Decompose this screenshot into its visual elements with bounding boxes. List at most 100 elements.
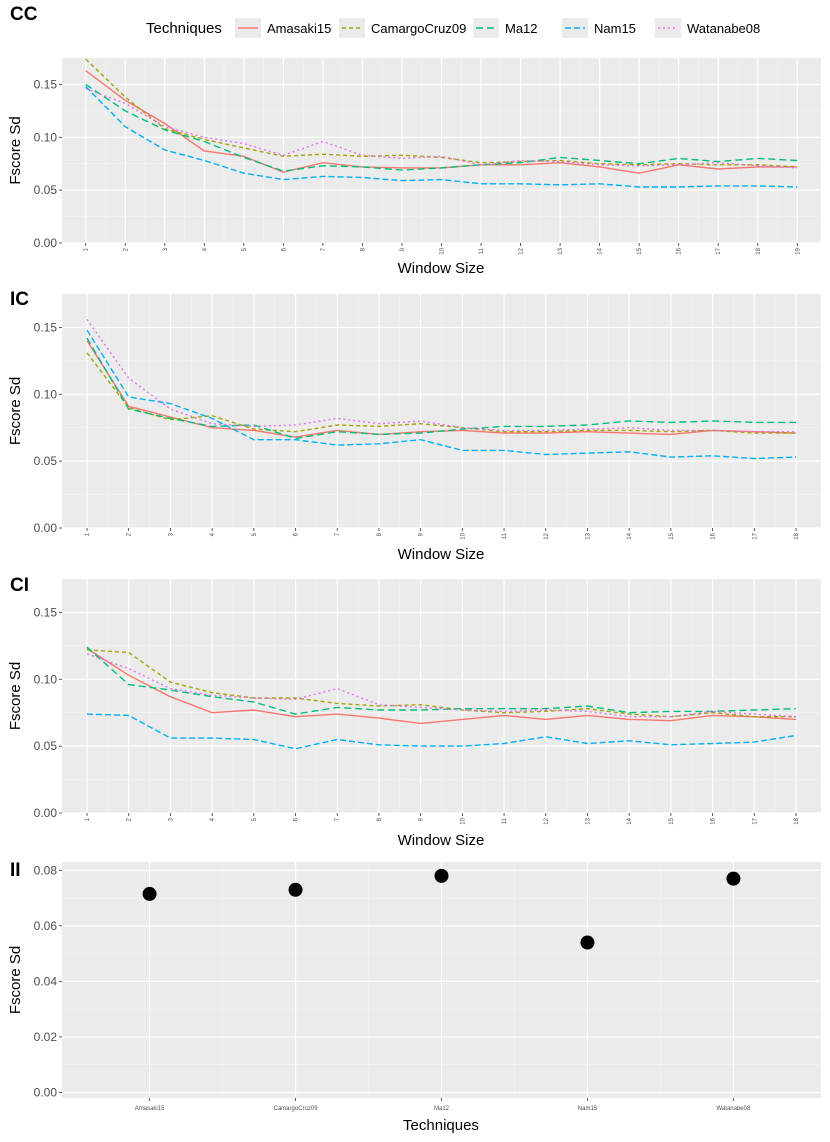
- point-ma12: [434, 868, 449, 883]
- x-tick-label: 3: [163, 247, 169, 251]
- x-tick-label: 4: [210, 532, 216, 536]
- y-tick-label: 0.10: [34, 387, 58, 401]
- legend-item-nam15: Nam15: [562, 18, 636, 38]
- x-tick-label: 12: [544, 532, 550, 539]
- legend-item-camargocruz09: CamargoCruz09: [339, 18, 466, 38]
- series-line-nam15: [86, 329, 797, 460]
- point-amasaki15: [142, 886, 157, 901]
- legend-title: Techniques: [146, 20, 222, 37]
- x-tick-label: 13: [585, 817, 591, 824]
- x-tick-label: Amasaki15: [135, 1106, 165, 1112]
- x-tick-label: 16: [711, 817, 717, 824]
- x-tick-label: 2: [123, 247, 129, 251]
- legend-item-ma12: Ma12: [473, 18, 538, 38]
- panel-cc: 0.000.050.100.151 2 3 4 5 6 7 8 9 10 11 12 13 14 15 16 1…: [7, 4, 821, 277]
- y-tick-label: 0.15: [34, 77, 58, 91]
- x-tick-label: 8: [377, 817, 383, 821]
- x-tick-label: 1: [85, 817, 91, 821]
- x-tick-label: 17: [716, 247, 722, 254]
- series-line-watanabe08: [86, 318, 796, 433]
- x-tick-label: 8: [360, 247, 366, 251]
- x-tick-label: 1: [85, 532, 91, 536]
- x-tick-label: 8: [377, 532, 383, 536]
- legend-label: Amasaki15: [267, 21, 331, 36]
- x-tick-label: 1: [84, 247, 90, 251]
- x-tick-label: 7: [335, 817, 341, 821]
- y-tick-label: 0.00: [34, 806, 58, 820]
- x-tick-label: 6: [294, 817, 300, 821]
- series-line-ma12: [86, 646, 797, 715]
- x-tick-label: 7: [335, 532, 341, 536]
- x-tick-label: 4: [202, 247, 208, 251]
- y-tick-label: 0.15: [34, 605, 58, 619]
- panel-ii: 0.00 0.02 0.04 0.06 0.08 Amasaki15 CamargoCruz…: [7, 860, 821, 1134]
- x-tick-label: CamargoCruz09: [274, 1106, 319, 1112]
- panel-label: CI: [10, 575, 29, 596]
- series-line-ma12: [85, 83, 798, 172]
- x-tick-label: 14: [627, 817, 633, 824]
- series-line-watanabe08: [86, 653, 797, 718]
- x-tick-label: 5: [252, 817, 258, 821]
- series-line-watanabe08: [85, 88, 798, 169]
- x-tick-label: 12: [544, 817, 550, 824]
- y-tick-label: 0.06: [34, 919, 58, 933]
- x-tick-label: 16: [677, 247, 683, 254]
- panel-label: IC: [10, 289, 29, 310]
- x-tick-label: Watanabe08: [717, 1106, 751, 1112]
- series-line-ma12: [86, 337, 796, 440]
- x-tick-label: 10: [460, 817, 466, 824]
- x-tick-label: 17: [752, 817, 758, 824]
- y-tick-label: 0.10: [34, 130, 58, 144]
- x-tick-label: Ma12: [434, 1106, 450, 1112]
- x-tick-label: 13: [558, 247, 564, 254]
- x-tick-label: 15: [637, 247, 643, 254]
- series-line-camargocruz09: [86, 649, 796, 718]
- legend-label: Watanabe08: [687, 21, 760, 36]
- x-tick-label: 2: [127, 532, 133, 536]
- panel-label: CC: [10, 4, 38, 25]
- x-tick-label: 15: [669, 817, 675, 824]
- x-tick-label: 9: [419, 817, 425, 821]
- x-tick-label: 13: [585, 532, 591, 539]
- y-axis-title: Fscore Sd: [7, 377, 24, 445]
- point-camargocruz09: [288, 882, 303, 897]
- panel-ic: 0.000.050.100.151 2 3 4 5 6 7 8 9 10 11 12 13 14 15 16 1…: [7, 289, 821, 563]
- x-tick-label: 18: [794, 817, 800, 824]
- x-tick-label: 14: [627, 532, 633, 539]
- x-tick-label: 9: [400, 247, 406, 251]
- point-watanabe08: [726, 871, 741, 886]
- y-tick-label: 0.05: [34, 739, 58, 753]
- x-tick-label: 3: [168, 817, 174, 821]
- y-tick-label: 0.05: [34, 183, 58, 197]
- legend-item-amasaki15: Amasaki15: [235, 18, 331, 38]
- series-line-nam15: [85, 86, 798, 188]
- x-tick-label: 5: [252, 532, 258, 536]
- y-tick-label: 0.00: [34, 521, 58, 535]
- panel-label: II: [10, 860, 21, 881]
- x-tick-label: 19: [795, 247, 801, 254]
- y-axis-title: Fscore Sd: [7, 116, 24, 184]
- x-axis-title: Window Size: [398, 260, 485, 277]
- x-tick-label: 15: [669, 532, 675, 539]
- y-tick-label: 0.08: [34, 863, 58, 877]
- series-line-nam15: [86, 713, 797, 750]
- legend-label: Ma12: [505, 21, 538, 36]
- x-tick-label: 12: [519, 247, 525, 254]
- point-nam15: [580, 935, 595, 950]
- x-tick-label: 11: [502, 817, 508, 824]
- series-line-camargocruz09: [85, 58, 798, 168]
- x-tick-label: 11: [502, 532, 508, 539]
- y-tick-label: 0.00: [34, 236, 58, 250]
- x-tick-label: 18: [794, 532, 800, 539]
- legend-key: [473, 18, 499, 38]
- x-tick-label: 5: [242, 247, 248, 251]
- x-tick-label: 3: [168, 532, 174, 536]
- x-tick-label: 10: [460, 532, 466, 539]
- legend-item-watanabe08: Watanabe08: [655, 18, 760, 38]
- x-tick-label: 10: [440, 247, 446, 254]
- x-tick-label: Nam15: [578, 1106, 598, 1112]
- x-tick-label: 17: [752, 532, 758, 539]
- y-axis-title: Fscore Sd: [7, 662, 24, 730]
- y-tick-label: 0.10: [34, 672, 58, 686]
